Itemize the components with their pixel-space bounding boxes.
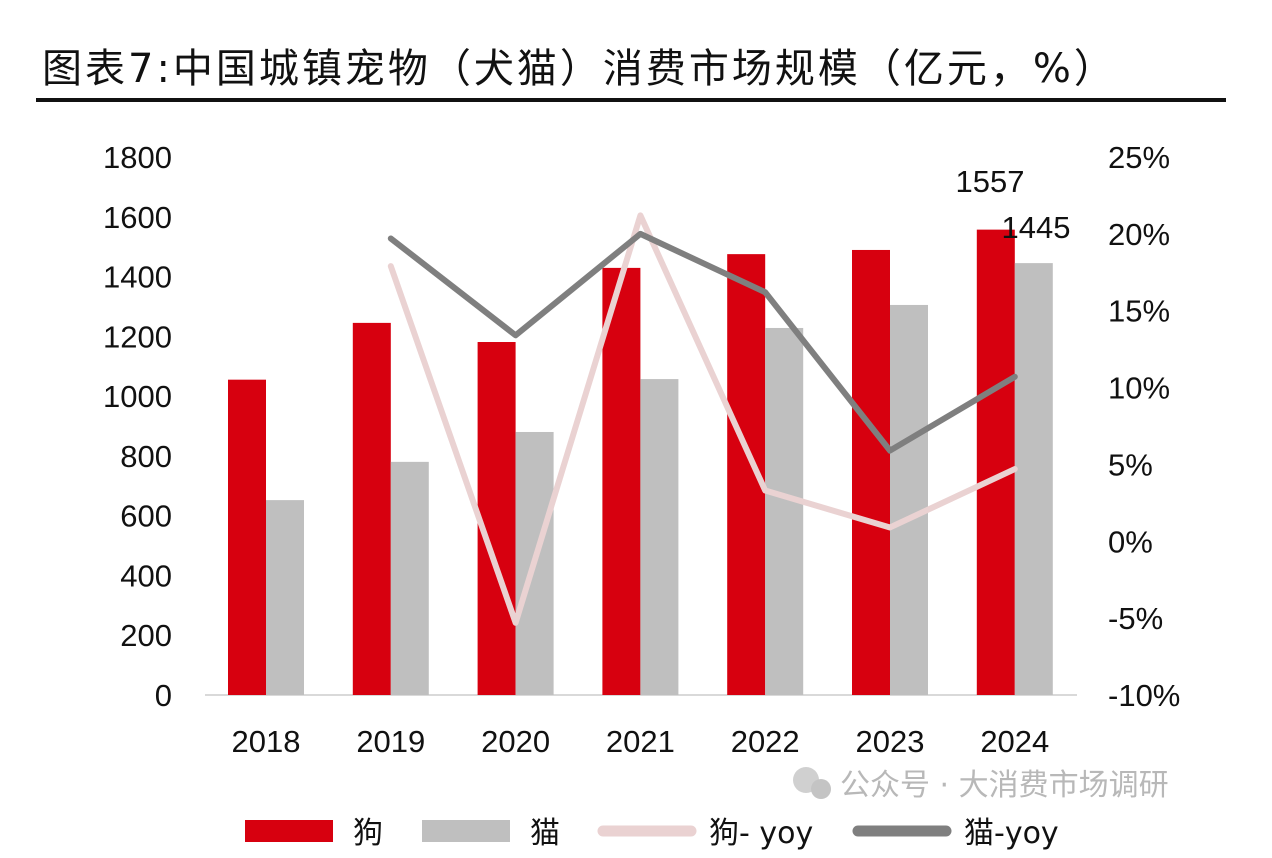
y-left-tick-label: 1000 bbox=[103, 379, 172, 414]
bar-cat bbox=[390, 461, 429, 695]
legend-label: 猫-yoy bbox=[964, 816, 1059, 851]
y-right-tick-label: 20% bbox=[1108, 217, 1170, 252]
bar-dog bbox=[852, 249, 890, 695]
y-right-tick-label: -10% bbox=[1108, 678, 1180, 713]
bar-dog bbox=[602, 267, 641, 695]
y-left-tick-label: 400 bbox=[120, 558, 172, 593]
y-right-tick-label: 5% bbox=[1108, 447, 1153, 482]
legend-swatch bbox=[245, 820, 333, 842]
chart-title: 图表7:中国城镇宠物（犬猫）消费市场规模（亿元，%） bbox=[42, 46, 1117, 92]
legend-label: 狗- yoy bbox=[709, 816, 813, 851]
y-left-tick-label: 1200 bbox=[103, 319, 172, 354]
watermark-text: 公众号 · 大消费市场调研 bbox=[840, 768, 1169, 803]
y-right-tick-label: 15% bbox=[1108, 294, 1170, 329]
bar-cat bbox=[890, 304, 928, 695]
data-label-dog-2024: 1557 bbox=[956, 164, 1025, 199]
bar-dog bbox=[477, 342, 516, 695]
y-left-tick-label: 600 bbox=[120, 499, 172, 534]
x-tick-label: 2019 bbox=[356, 724, 425, 759]
line-cat-yoy bbox=[387, 230, 1018, 454]
bar-cat bbox=[765, 327, 804, 695]
legend-label: 猫 bbox=[530, 816, 560, 851]
y-left-tick-label: 0 bbox=[155, 678, 172, 713]
y-left-tick-label: 1800 bbox=[103, 140, 172, 175]
title-divider bbox=[36, 98, 1226, 102]
legend-label: 狗 bbox=[353, 816, 383, 851]
y-right-tick-label: 10% bbox=[1108, 371, 1170, 406]
y-left-tick-label: 1400 bbox=[103, 260, 172, 295]
bar-cat bbox=[1014, 263, 1053, 695]
wechat-icon bbox=[811, 779, 831, 799]
y-right-tick-label: 25% bbox=[1108, 140, 1170, 175]
x-tick-label: 2018 bbox=[232, 724, 301, 759]
y-right-tick-label: 0% bbox=[1108, 524, 1153, 559]
y-left-tick-label: 200 bbox=[120, 618, 172, 653]
line-dog-yoy bbox=[387, 212, 1018, 626]
x-tick-label: 2021 bbox=[606, 724, 675, 759]
y-right-tick-label: -5% bbox=[1108, 601, 1163, 636]
bar-dog bbox=[976, 229, 1015, 695]
bar-cat bbox=[266, 500, 304, 695]
x-tick-label: 2024 bbox=[980, 724, 1049, 759]
bar-cat bbox=[640, 379, 679, 695]
y-left-tick-label: 800 bbox=[120, 439, 172, 474]
bar-dog bbox=[228, 379, 266, 695]
data-label-cat-2024: 1445 bbox=[1002, 210, 1071, 245]
y-left-tick-label: 1600 bbox=[103, 200, 172, 235]
bar-dog bbox=[352, 322, 391, 695]
x-tick-label: 2020 bbox=[481, 724, 550, 759]
legend-swatch bbox=[422, 820, 510, 842]
x-tick-label: 2022 bbox=[731, 724, 800, 759]
x-tick-label: 2023 bbox=[856, 724, 925, 759]
